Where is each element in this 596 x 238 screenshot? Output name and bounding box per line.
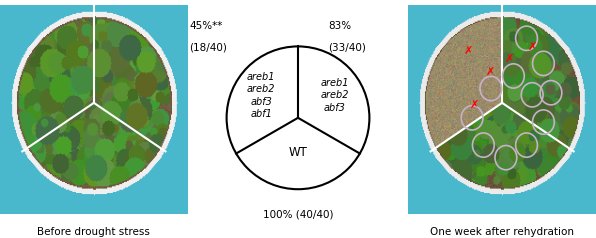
Text: areb1
areb2
abf3: areb1 areb2 abf3 (321, 78, 349, 113)
Text: areb1
areb2
abf3
abf1: areb1 areb2 abf3 abf1 (247, 72, 275, 119)
Text: 83%: 83% (328, 21, 351, 31)
Text: One week after rehydration: One week after rehydration (430, 227, 574, 237)
Text: ✗: ✗ (486, 67, 495, 77)
Text: 100% (40/40): 100% (40/40) (263, 209, 333, 219)
Text: (33/40): (33/40) (328, 43, 366, 53)
Text: ✗: ✗ (527, 42, 537, 52)
Text: ✗: ✗ (469, 100, 479, 110)
Text: 45%**: 45%** (190, 21, 223, 31)
Text: ✗: ✗ (464, 46, 473, 56)
Text: WT: WT (288, 146, 308, 159)
Text: (18/40): (18/40) (190, 43, 227, 53)
Text: Before drought stress: Before drought stress (38, 227, 150, 237)
Text: ✗: ✗ (505, 54, 514, 64)
